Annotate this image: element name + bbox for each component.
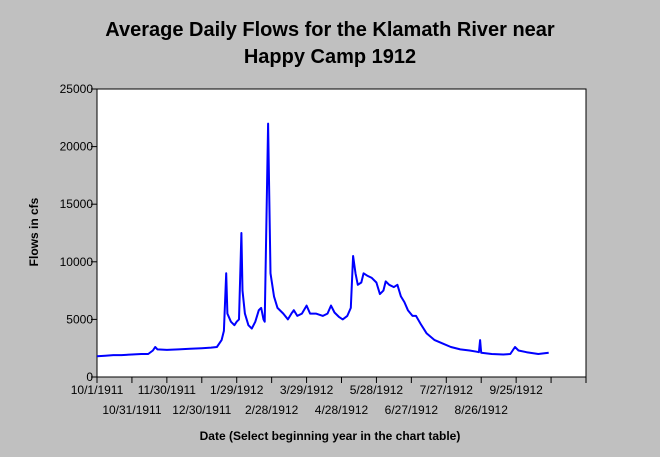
x-tick-label: 4/28/1912 (315, 403, 369, 417)
y-tick-label: 15000 (60, 197, 94, 211)
data-series (96, 122, 549, 358)
x-tick-label: 7/27/1912 (420, 383, 474, 397)
x-tick-label: 6/27/1912 (385, 403, 439, 417)
y-tick-label: 10000 (60, 255, 94, 269)
x-tick-label: 5/28/1912 (350, 383, 404, 397)
x-tick-label: 9/25/1912 (489, 383, 543, 397)
flow-series-line (96, 122, 549, 358)
x-tick-label: 12/30/1911 (172, 403, 231, 417)
x-axis-ticks: 10/1/1911 10/31/1911 11/30/1911 12/30/1911 1… (71, 377, 587, 417)
y-tick-label: 20000 (60, 140, 94, 154)
y-tick-label: 25000 (60, 82, 94, 96)
x-tick-label: 8/26/1912 (455, 403, 509, 417)
chart-title-line-2: Happy Camp 1912 (243, 46, 417, 68)
x-tick-label: 11/30/1911 (138, 383, 197, 397)
y-tick-label: 0 (86, 370, 93, 384)
x-tick-label: 2/28/1912 (245, 403, 299, 417)
x-tick-label: 1/29/1912 (210, 383, 264, 397)
chart-title-line-1: Average Daily Flows for the Klamath Rive… (105, 19, 555, 41)
x-axis-label: Date (Select beginning year in the chart… (200, 429, 461, 443)
y-axis-label: Flows in cfs (27, 197, 41, 266)
x-tick-label: 10/31/1911 (102, 403, 161, 417)
y-tick-label: 5000 (66, 312, 93, 326)
plot-area (96, 88, 587, 378)
x-tick-label: 3/29/1912 (280, 383, 334, 397)
x-tick-label: 10/1/1911 (71, 383, 124, 397)
y-axis-ticks: 0 5000 10000 15000 20000 25000 (60, 82, 97, 384)
